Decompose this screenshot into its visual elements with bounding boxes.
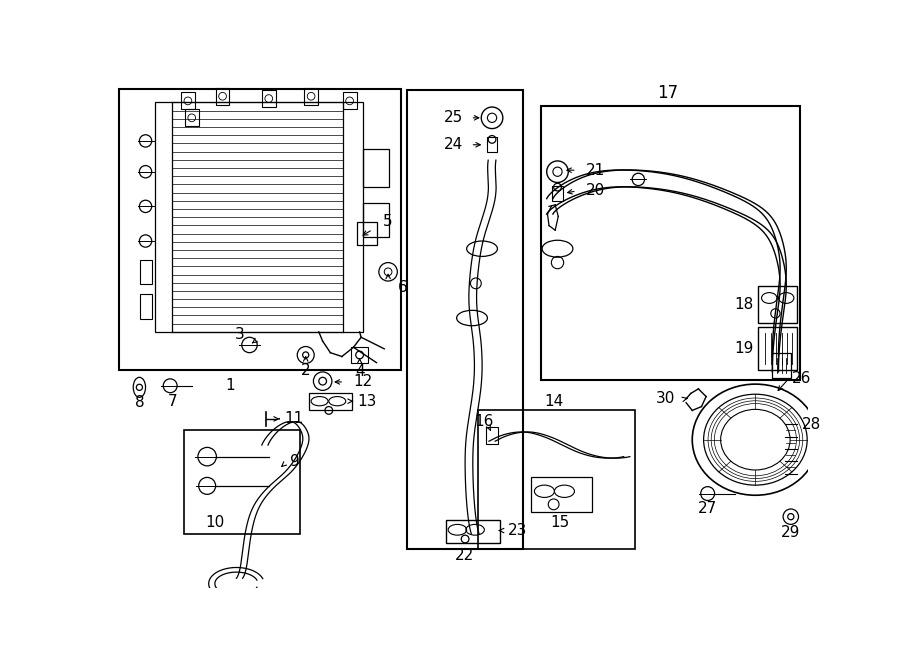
Bar	[364, 149, 389, 187]
Text: 22: 22	[454, 548, 474, 563]
Bar	[184, 430, 300, 533]
Text: 6: 6	[398, 280, 408, 295]
Text: 26: 26	[792, 371, 812, 385]
Text: 5: 5	[382, 214, 392, 229]
Bar	[357, 222, 376, 245]
Text: 29: 29	[781, 525, 800, 539]
Text: 14: 14	[544, 394, 563, 408]
Text: 19: 19	[734, 341, 754, 356]
Bar	[343, 102, 364, 332]
Text: 15: 15	[550, 514, 570, 529]
Bar	[140, 294, 152, 319]
Text: 25: 25	[444, 110, 463, 126]
Text: 13: 13	[357, 394, 377, 408]
Bar	[552, 186, 562, 201]
Bar	[478, 410, 634, 549]
Text: 17: 17	[657, 84, 679, 102]
Text: 30: 30	[656, 391, 675, 407]
Text: 24: 24	[444, 137, 463, 152]
Text: 10: 10	[205, 514, 224, 529]
Bar	[530, 477, 592, 512]
Bar	[309, 393, 352, 410]
Bar	[262, 90, 275, 107]
Bar	[181, 93, 194, 109]
Bar	[184, 109, 199, 126]
Text: 18: 18	[734, 297, 754, 311]
Bar	[486, 426, 499, 444]
Bar	[759, 286, 797, 323]
Text: 20: 20	[586, 184, 605, 198]
Bar	[759, 327, 797, 370]
Bar	[487, 137, 498, 153]
Bar	[140, 260, 152, 284]
Bar	[216, 88, 230, 104]
Text: 1: 1	[225, 378, 235, 393]
Bar	[351, 346, 368, 364]
Text: 12: 12	[354, 374, 373, 389]
Bar	[446, 520, 500, 543]
Bar	[772, 353, 791, 378]
Text: 27: 27	[698, 502, 717, 516]
Text: 16: 16	[474, 414, 494, 429]
Bar	[408, 90, 523, 549]
Bar	[541, 106, 800, 379]
Bar	[343, 93, 356, 109]
Bar	[119, 89, 401, 370]
Text: 28: 28	[802, 417, 821, 432]
Text: 3: 3	[235, 327, 245, 342]
Text: 11: 11	[284, 411, 303, 426]
Text: 9: 9	[291, 453, 300, 469]
Text: 2: 2	[301, 363, 310, 378]
Text: 23: 23	[508, 523, 526, 538]
Bar	[304, 88, 318, 104]
Bar	[364, 202, 389, 237]
Text: 8: 8	[135, 395, 144, 410]
Text: 7: 7	[167, 394, 177, 408]
Text: 21: 21	[586, 163, 605, 178]
Bar	[155, 102, 172, 332]
Text: 4: 4	[355, 364, 365, 379]
